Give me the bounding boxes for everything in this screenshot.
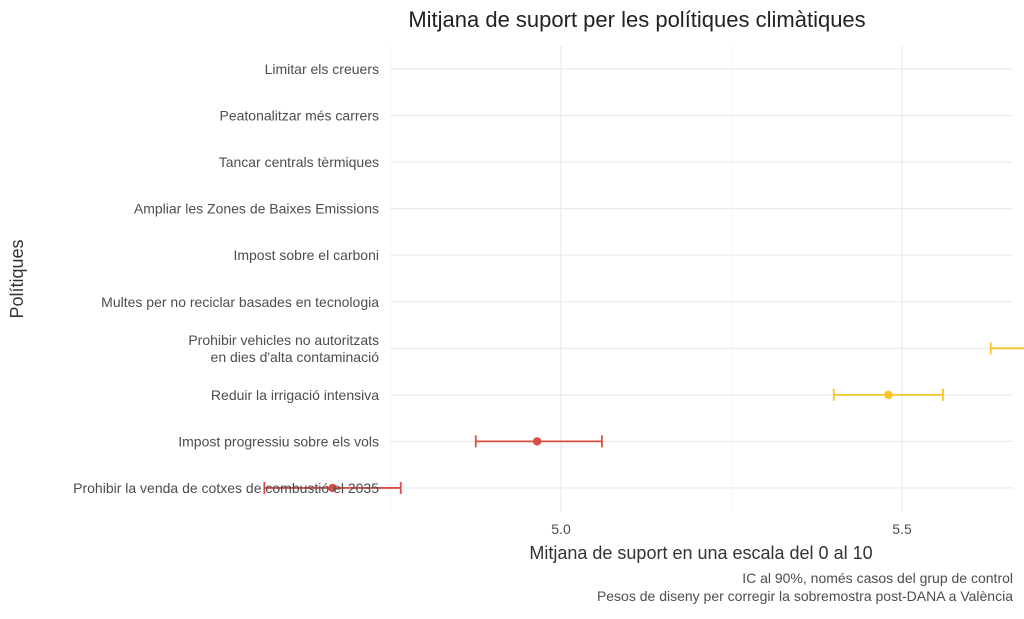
y-tick-label: Limitar els creuers <box>265 61 379 77</box>
y-tick-label: Peatonalitzar més carrers <box>219 108 379 124</box>
chart-title: Mitjana de suport per les polítiques cli… <box>408 7 865 32</box>
mean-point <box>884 390 893 400</box>
y-tick-label: Prohibir vehicles no autoritzats <box>188 332 379 348</box>
y-tick-label: Impost progressiu sobre els vols <box>178 433 379 449</box>
x-tick-label: 5.0 <box>551 521 571 537</box>
x-axis-title: Mitjana de suport en una escala del 0 al… <box>529 543 872 563</box>
y-tick-label: Prohibir la venda de cotxes de combustió… <box>73 480 379 496</box>
series-layer <box>263 342 1024 494</box>
y-tick-label: Multes per no reciclar basades en tecnol… <box>101 294 379 310</box>
y-tick-label: en dies d'alta contaminació <box>211 349 380 365</box>
y-tick-labels: Limitar els creuers Peatonalitzar més car… <box>73 61 379 496</box>
caption-line-1: IC al 90%, només casos del grup de contr… <box>742 570 1013 586</box>
grid-layer <box>390 46 1013 512</box>
policy-estimate <box>474 435 603 448</box>
y-tick-label: Impost sobre el carboni <box>233 247 379 263</box>
policy-estimate <box>263 481 402 494</box>
x-tick-label: 5.5 <box>892 521 912 537</box>
y-tick-label: Tancar centrals tèrmiques <box>219 154 379 170</box>
x-tick-labels: 5.05.56.0 <box>551 521 912 537</box>
mean-point <box>328 483 337 493</box>
y-tick-label: Reduir la irrigació intensiva <box>211 387 379 403</box>
caption-line-2: Pesos de diseny per corregir la sobremos… <box>597 588 1013 604</box>
policy-estimate <box>832 388 944 401</box>
y-tick-label: Ampliar les Zones de Baixes Emissions <box>134 201 379 217</box>
policy-estimate <box>989 342 1024 355</box>
y-axis-title: Polítiques <box>7 239 27 318</box>
mean-point <box>532 437 542 446</box>
